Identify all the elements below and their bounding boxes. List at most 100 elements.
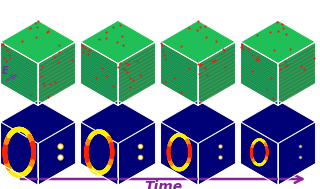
Polygon shape [96,33,134,55]
Polygon shape [278,48,316,70]
Polygon shape [81,42,118,105]
Polygon shape [26,27,64,49]
Polygon shape [118,44,156,66]
Polygon shape [278,46,316,68]
Polygon shape [161,20,236,64]
Polygon shape [81,67,118,89]
Polygon shape [81,44,118,66]
Polygon shape [118,20,156,42]
Polygon shape [89,37,127,59]
Polygon shape [161,63,198,85]
Polygon shape [38,78,76,100]
Polygon shape [38,84,76,105]
Polygon shape [179,31,217,53]
Polygon shape [12,35,51,57]
Polygon shape [1,74,38,96]
Polygon shape [278,50,316,72]
Polygon shape [241,42,278,105]
Polygon shape [118,69,156,91]
Polygon shape [98,32,136,54]
Polygon shape [81,63,118,85]
Polygon shape [118,46,156,68]
Polygon shape [94,34,132,56]
Polygon shape [241,50,278,72]
Polygon shape [1,53,38,76]
Polygon shape [254,34,292,56]
Polygon shape [241,69,278,91]
Polygon shape [183,29,220,51]
Polygon shape [9,37,47,59]
Polygon shape [81,82,118,104]
Polygon shape [81,61,118,83]
Polygon shape [118,74,156,96]
Polygon shape [198,74,236,96]
Polygon shape [161,80,198,102]
Polygon shape [161,42,198,105]
Polygon shape [198,72,236,94]
Polygon shape [1,57,38,79]
Polygon shape [275,22,313,44]
Polygon shape [1,65,38,87]
Polygon shape [86,39,124,61]
Polygon shape [241,78,278,100]
Polygon shape [104,28,142,50]
Polygon shape [184,28,222,50]
Polygon shape [278,78,316,100]
Polygon shape [247,38,285,60]
Polygon shape [81,76,118,98]
Polygon shape [271,24,309,46]
Polygon shape [118,42,156,64]
Polygon shape [161,61,198,83]
Polygon shape [269,25,308,47]
Polygon shape [108,26,146,48]
Polygon shape [118,20,156,42]
Polygon shape [38,53,76,76]
Polygon shape [241,55,278,77]
Polygon shape [38,122,76,185]
Polygon shape [1,59,38,81]
Polygon shape [241,84,278,105]
Polygon shape [11,36,49,58]
Polygon shape [38,82,76,104]
Polygon shape [118,84,156,105]
Polygon shape [278,82,316,104]
Polygon shape [116,21,154,43]
Polygon shape [38,80,76,102]
Polygon shape [84,40,122,62]
Polygon shape [38,57,76,79]
Polygon shape [241,72,278,94]
Polygon shape [261,30,299,52]
Polygon shape [18,32,56,54]
Polygon shape [161,84,198,105]
Polygon shape [161,44,198,66]
Polygon shape [189,25,228,47]
Polygon shape [1,78,38,100]
Polygon shape [38,55,76,77]
Polygon shape [38,50,76,72]
Polygon shape [38,74,76,96]
Polygon shape [38,65,76,87]
Polygon shape [161,51,198,74]
Polygon shape [38,70,76,93]
Polygon shape [198,67,236,89]
Polygon shape [1,122,38,185]
Polygon shape [161,122,198,185]
Polygon shape [198,80,236,102]
Polygon shape [241,44,278,66]
Polygon shape [176,33,214,55]
Polygon shape [259,31,297,53]
Polygon shape [266,27,304,49]
Polygon shape [256,33,294,55]
Polygon shape [118,48,156,70]
Polygon shape [193,23,231,45]
Polygon shape [81,57,118,79]
Polygon shape [1,48,38,70]
Polygon shape [252,35,291,57]
Polygon shape [198,42,236,105]
Polygon shape [1,72,38,94]
Polygon shape [241,48,278,70]
Polygon shape [241,67,278,89]
Polygon shape [276,21,314,43]
Polygon shape [249,37,287,59]
Polygon shape [115,22,153,44]
